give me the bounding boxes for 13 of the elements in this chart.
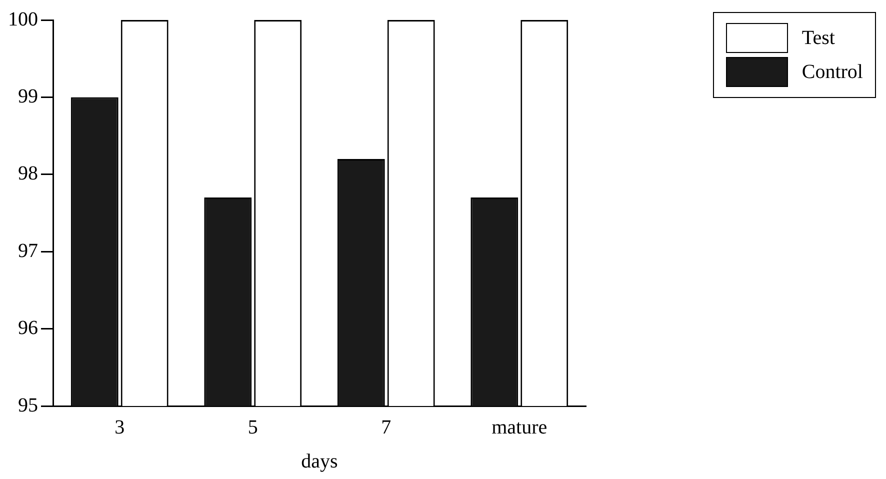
y-tick-label: 98 <box>18 162 38 185</box>
y-tick-label: 100 <box>8 8 38 30</box>
x-tick-label: 3 <box>114 416 125 438</box>
x-tick-label: mature <box>492 416 548 438</box>
y-tick-label: 99 <box>18 85 38 108</box>
x-axis-title: days <box>301 450 338 472</box>
y-tick-label: 95 <box>18 394 38 416</box>
x-tick-label: 7 <box>381 416 392 438</box>
legend-label: Control <box>802 60 863 84</box>
y-tick-label: 97 <box>18 240 38 262</box>
y-tick-label: 96 <box>18 317 38 340</box>
legend-frame: Test Control <box>712 12 876 98</box>
x-tick-label: 5 <box>248 416 258 438</box>
